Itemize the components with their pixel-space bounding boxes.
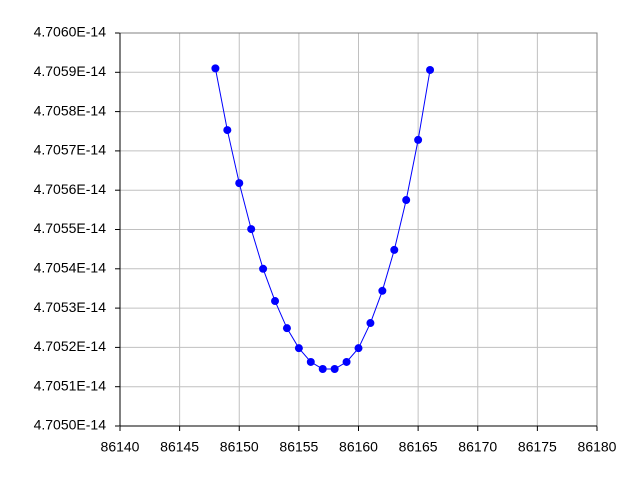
data-point [330, 365, 339, 374]
x-tick-label: 86150 [220, 439, 259, 455]
y-tick-label: 4.7053E-14 [34, 299, 107, 315]
data-point [211, 64, 220, 73]
data-point [259, 264, 268, 273]
data-point [390, 245, 399, 254]
data-point [378, 286, 387, 295]
y-tick-label: 4.7051E-14 [34, 377, 107, 393]
x-tick-label: 86180 [578, 439, 617, 455]
y-tick-label: 4.7060E-14 [34, 24, 107, 40]
data-point [318, 365, 327, 374]
x-tick-label: 86145 [160, 439, 199, 455]
data-point [294, 344, 303, 353]
y-tick-label: 4.7057E-14 [34, 142, 107, 158]
y-tick-label: 4.7052E-14 [34, 338, 107, 354]
data-point [306, 357, 315, 366]
data-point [235, 179, 244, 188]
data-point [402, 196, 411, 205]
x-tick-label: 86140 [101, 439, 140, 455]
y-tick-label: 4.7055E-14 [34, 220, 107, 236]
y-tick-label: 4.7054E-14 [34, 260, 107, 276]
x-tick-label: 86160 [339, 439, 378, 455]
y-tick-label: 4.7059E-14 [34, 63, 107, 79]
y-tick-label: 4.7056E-14 [34, 181, 107, 197]
y-tick-label: 4.7058E-14 [34, 102, 107, 118]
x-tick-label: 86165 [399, 439, 438, 455]
x-tick-label: 86155 [279, 439, 318, 455]
y-tick-label: 4.7050E-14 [34, 417, 107, 433]
data-point [414, 135, 423, 144]
data-point [354, 344, 363, 353]
x-tick-label: 86175 [518, 439, 557, 455]
data-point [282, 324, 291, 333]
data-point [426, 65, 435, 74]
data-point [366, 319, 375, 328]
data-point [223, 126, 232, 135]
data-point [271, 297, 280, 306]
data-point [247, 225, 256, 234]
x-tick-label: 86170 [458, 439, 497, 455]
data-point [342, 357, 351, 366]
